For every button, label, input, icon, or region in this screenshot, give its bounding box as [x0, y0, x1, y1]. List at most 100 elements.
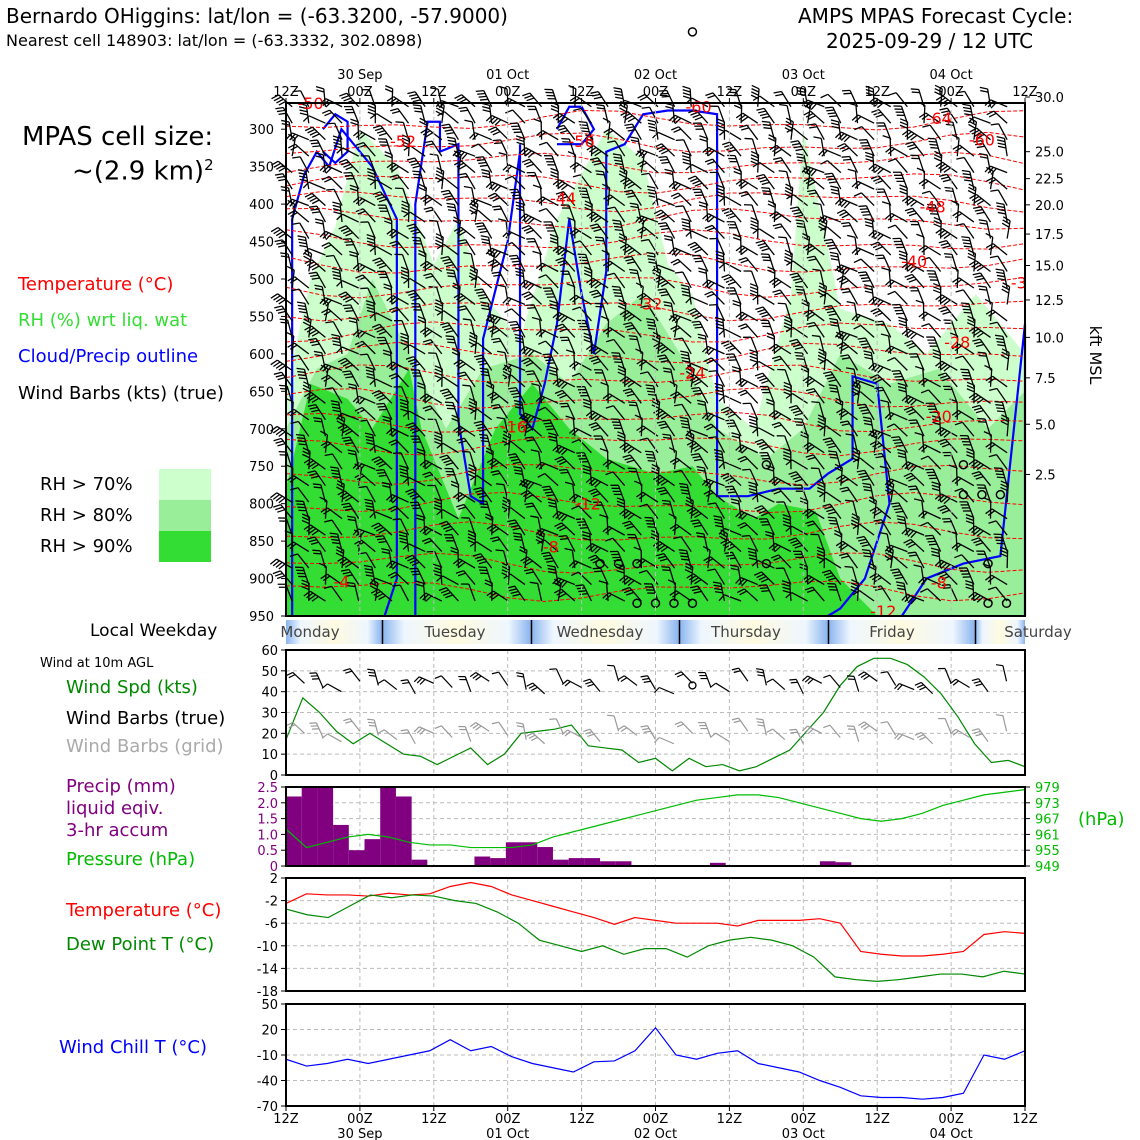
wind-barb [668, 181, 692, 191]
wind-barb [568, 493, 592, 503]
wind-barb [389, 240, 410, 256]
wind-barb [294, 566, 310, 585]
wind-barb [526, 171, 543, 190]
wind-barb [737, 522, 759, 536]
wind-barb [701, 478, 725, 488]
wind-barb [346, 581, 360, 602]
wind-barb [602, 117, 611, 140]
wind-barb [439, 454, 459, 470]
wind-barb [732, 233, 742, 256]
wind-barb [653, 342, 675, 355]
wind-barb [789, 272, 809, 289]
wind-barb [909, 287, 925, 305]
y-tick-label-2: -6 [265, 917, 278, 932]
wind-barb [474, 288, 493, 305]
wind-barb [784, 117, 794, 140]
wind-barb [569, 95, 592, 108]
y-left-tick-label-6: 600 [249, 348, 274, 363]
wind-barb [478, 566, 493, 585]
wind-barb [401, 200, 410, 223]
wind-barb [885, 146, 908, 157]
wind-barb [535, 328, 559, 338]
wind-barb [383, 283, 393, 305]
isotherm-label-1: -52 [390, 132, 416, 151]
wind-barb [904, 340, 925, 355]
wind-barb [352, 461, 376, 472]
wind-barb [369, 378, 393, 388]
isotherm-label-16: -4 [333, 573, 349, 592]
wind-barb [402, 543, 426, 553]
calm-marker-7 [687, 598, 698, 609]
wind-barb [673, 403, 692, 421]
wind-barb [469, 541, 493, 553]
wind-barb [995, 268, 1008, 289]
top-hour-label-1: 00Z [347, 85, 373, 100]
cycle-title: AMPS MPAS Forecast Cycle: [798, 4, 1074, 28]
wind-barb [758, 518, 775, 536]
wind-barb [920, 588, 942, 602]
wind-legend-item-0: Wind Spd (kts) [66, 677, 198, 698]
wind-barb [652, 474, 675, 487]
wind-barb [985, 442, 1008, 454]
grid-wind-barb [995, 714, 1008, 732]
wind-barb [857, 403, 875, 421]
wind-barb [392, 584, 410, 602]
y-tick-label-0: 0 [270, 769, 278, 784]
wind-barb [336, 346, 359, 355]
wind-barb [937, 571, 958, 586]
wind-barb [622, 454, 642, 470]
bottom-hour-label-0: 12Z [273, 1112, 299, 1127]
wind-barb [907, 551, 925, 569]
wind-barb [487, 192, 509, 207]
wind-barb [287, 408, 310, 421]
y-tick-label-5: -18 [257, 985, 278, 1000]
wind-barb [888, 92, 908, 108]
true-wind-barb [938, 667, 952, 684]
wind-barb [656, 552, 676, 569]
wind-barb [535, 196, 559, 207]
y-tick-label-2: 20 [261, 727, 278, 742]
wind-barb [402, 410, 426, 421]
wind-barb [802, 508, 825, 520]
wind-barb [561, 137, 576, 157]
wind-barb [575, 518, 593, 536]
cellsize-label: MPAS cell size: [22, 122, 214, 152]
wind-barb [519, 147, 542, 158]
wind-barb [434, 365, 443, 387]
wind-barb [718, 262, 742, 273]
wind-barb [475, 156, 493, 173]
true-wind-barb [756, 668, 767, 686]
wind-barb [485, 114, 509, 126]
wind-barb [939, 173, 958, 190]
wind-barb [721, 141, 742, 157]
upper-wind-barbs [269, 84, 1011, 605]
wind-barb [924, 534, 942, 552]
true-wind-barb [343, 668, 361, 682]
wind-barb [760, 253, 775, 272]
true-wind-barb [971, 678, 989, 693]
wind-barb [521, 158, 543, 174]
wind-barb [984, 298, 993, 321]
true-wind-barb [709, 682, 730, 693]
wind-barb [935, 294, 958, 306]
bottom-hour-label-3: 00Z [495, 1112, 521, 1127]
wind-barb [502, 430, 512, 453]
wind-barb [652, 265, 662, 289]
y-left-tick-label-1: 350 [249, 161, 274, 176]
wind-barb [610, 484, 626, 503]
grid-wind-barb [618, 725, 638, 736]
wind-barb [365, 300, 376, 321]
wind-barb [469, 198, 492, 207]
wind-barb [785, 592, 808, 602]
wind-barb [550, 101, 560, 124]
wind-barb [868, 296, 892, 308]
y-right-tick-label-4: 17.5 [1035, 228, 1064, 243]
wind-barb [852, 523, 875, 536]
wind-barb [603, 194, 626, 207]
calm-marker-11 [977, 489, 987, 500]
wind-barb [921, 256, 942, 272]
grid-wind-barb [434, 725, 453, 738]
wind-barb [965, 513, 975, 536]
wind-barb [657, 288, 676, 305]
wind-barb [885, 212, 908, 223]
